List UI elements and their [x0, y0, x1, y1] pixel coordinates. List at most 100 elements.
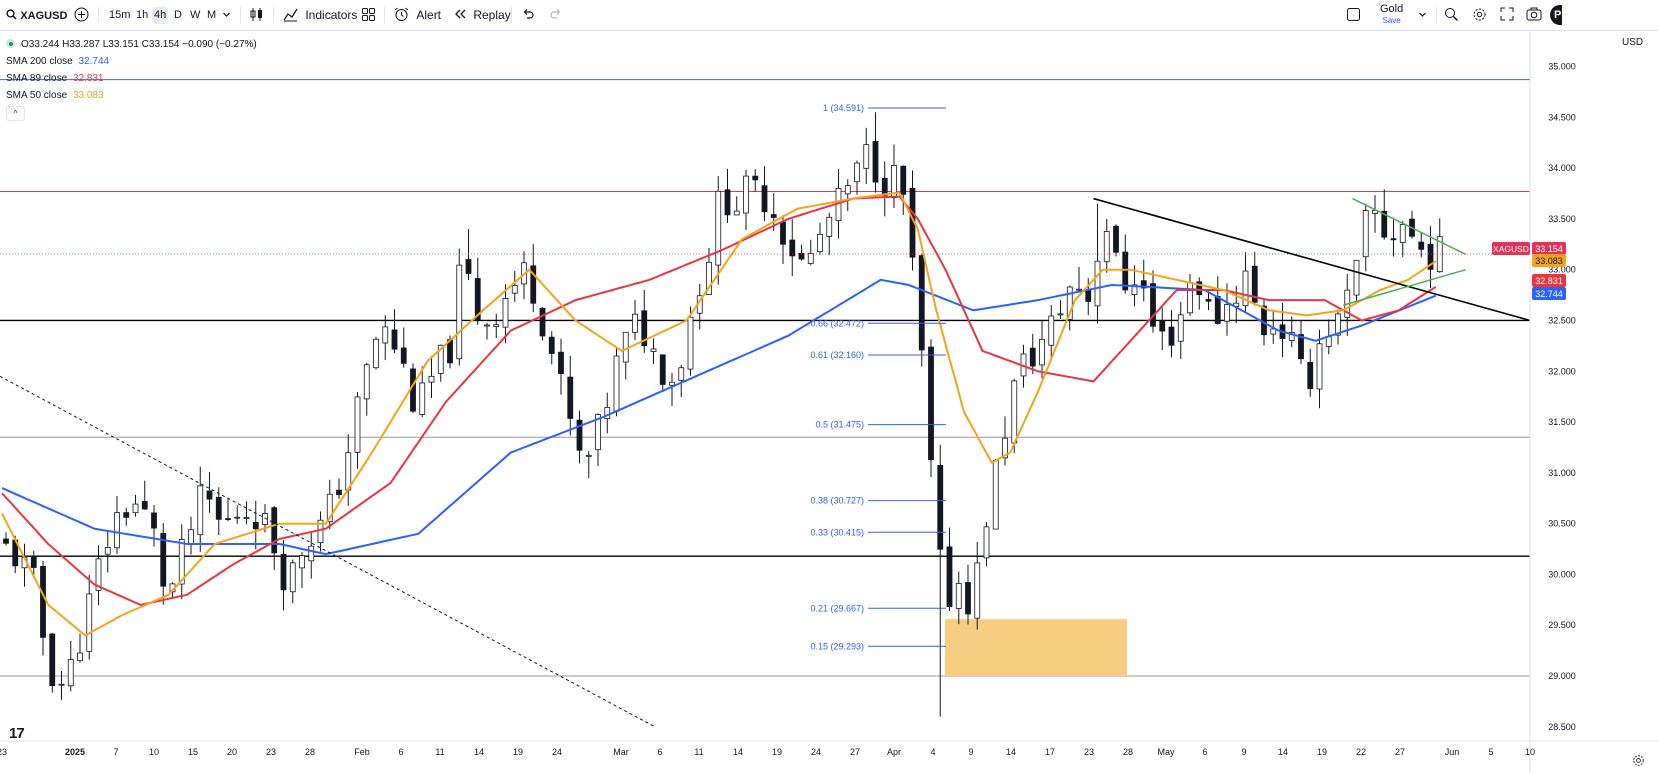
indicators-button[interactable]: Indicators	[283, 0, 357, 30]
chevron-down-icon	[223, 12, 230, 17]
price-tick-label: 33.500	[1548, 214, 1576, 224]
timeframe-4h[interactable]: 4h	[152, 7, 169, 24]
indicators-icon	[283, 8, 298, 22]
candle-body-up	[706, 261, 712, 296]
candle-body-up	[1066, 286, 1073, 320]
candle	[891, 144, 897, 209]
candle	[752, 169, 759, 192]
candle	[1288, 316, 1295, 348]
timeframe-m[interactable]: M	[207, 9, 217, 21]
time-tick-label: 22	[1356, 747, 1366, 757]
candle-body-down	[761, 185, 768, 213]
candle-body-up	[743, 175, 749, 214]
candle-body-down	[1298, 334, 1304, 360]
candle	[511, 270, 518, 302]
time-tick-label: 9	[1241, 747, 1246, 757]
settings-button[interactable]	[1472, 0, 1487, 30]
templates-button[interactable]	[361, 0, 376, 30]
quick-search-button[interactable]	[1444, 0, 1459, 30]
timeframe-15m[interactable]: 15m	[109, 9, 131, 21]
tradingview-logo[interactable]: 17	[9, 725, 25, 742]
fib-level-label: 0.38 (30.727)	[810, 496, 864, 506]
alert-button[interactable]: Alert	[394, 0, 441, 30]
symbol-search[interactable]: XAGUSD	[6, 0, 67, 30]
sma50-legend[interactable]: SMA 50 close 33.083	[6, 87, 257, 104]
publish-button[interactable]: P	[1550, 5, 1562, 25]
candle	[1076, 267, 1082, 292]
candle	[206, 471, 213, 513]
layout-save-label: Save	[1382, 16, 1401, 25]
timeframe-d[interactable]: D	[174, 9, 182, 21]
candle-body-up	[854, 162, 860, 183]
candle-body-down	[1205, 299, 1212, 302]
candle-body-up	[178, 539, 185, 585]
price-axis[interactable]: 35.000 34.500 34.000 33.500 33.000 32.500 32.0…	[1529, 31, 1658, 773]
timeframe-w[interactable]: W	[190, 9, 201, 21]
candle-body-up	[484, 324, 490, 327]
candle-body-down	[465, 259, 472, 274]
redo-icon	[550, 9, 561, 19]
candle	[354, 392, 361, 469]
sma200-legend[interactable]: SMA 200 close 32.744	[6, 53, 257, 70]
candle	[104, 530, 111, 573]
price-tick-label: 32.000	[1548, 366, 1576, 376]
time-axis-settings-button[interactable]	[1632, 754, 1645, 772]
candle-body-down	[1381, 210, 1388, 238]
candle-body-up	[1270, 328, 1277, 335]
sma89-legend[interactable]: SMA 89 close 32.831	[6, 70, 257, 87]
chart-type-button[interactable]	[249, 0, 264, 30]
candle	[123, 507, 130, 526]
candle-body-up	[678, 367, 685, 381]
candle-body-down	[141, 501, 148, 510]
candle-body-up	[1131, 284, 1138, 296]
undo-button[interactable]	[521, 0, 535, 30]
candle-body-up	[1103, 231, 1110, 263]
price-tick-label: 35.000	[1548, 61, 1576, 71]
timeframe-dropdown[interactable]	[222, 0, 231, 30]
candle-body-down	[770, 214, 777, 218]
candles	[3, 112, 1443, 717]
layout-select-button[interactable]	[1346, 0, 1361, 30]
currency-label[interactable]: USD	[1622, 37, 1644, 48]
sma200-value: 32.744	[78, 56, 110, 67]
candle	[40, 560, 46, 656]
candle	[539, 307, 546, 341]
candle	[437, 344, 444, 382]
price-tag-value: 32.831	[1535, 276, 1563, 286]
time-tick-label: 6	[398, 747, 403, 757]
candle-body-up	[345, 452, 352, 491]
candle	[826, 212, 833, 256]
candle	[484, 322, 490, 340]
fullscreen-button[interactable]	[1500, 0, 1514, 30]
candle-body-up	[289, 562, 296, 593]
candle	[770, 193, 777, 231]
price-chart[interactable]: 1 (34.591) 0.66 (32.472) 0.61 (32.160) 0.5 …	[0, 31, 1658, 773]
candle	[234, 505, 241, 524]
candle	[1409, 210, 1415, 239]
replay-button[interactable]: Replay	[453, 0, 511, 30]
candle	[252, 500, 259, 550]
candle	[1113, 224, 1119, 257]
candle-body-up	[955, 583, 962, 609]
snapshot-button[interactable]	[1526, 0, 1542, 30]
candle	[474, 257, 481, 325]
candle	[918, 253, 925, 367]
candle	[567, 355, 574, 436]
timeframe-1h[interactable]: 1h	[136, 9, 149, 21]
fib-level-label: 0.5 (31.475)	[815, 420, 864, 430]
candle	[225, 497, 231, 522]
legend-collapse-button[interactable]: ^	[6, 106, 25, 121]
time-axis[interactable]: 23 2025 7 10 15 20 23 28 Feb 6 11 14 19 24 Mar 6 11 14 19 2…	[0, 740, 1658, 757]
layout-dropdown[interactable]	[1418, 0, 1427, 30]
candle	[86, 574, 93, 660]
candle	[743, 169, 749, 230]
candle	[188, 516, 194, 555]
candle-body-up	[595, 414, 601, 451]
time-tick-label: 27	[1395, 747, 1405, 757]
candle-body-up	[632, 313, 638, 333]
layout-name-button[interactable]: Gold Save	[1380, 4, 1403, 26]
price-tick-label: 31.500	[1548, 417, 1576, 427]
add-symbol-button[interactable]	[74, 0, 89, 30]
redo-button[interactable]	[549, 0, 563, 30]
candle	[548, 331, 555, 365]
